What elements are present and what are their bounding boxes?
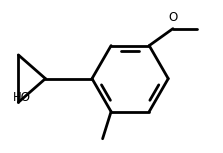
Text: O: O xyxy=(168,11,178,24)
Text: HO: HO xyxy=(13,91,31,104)
